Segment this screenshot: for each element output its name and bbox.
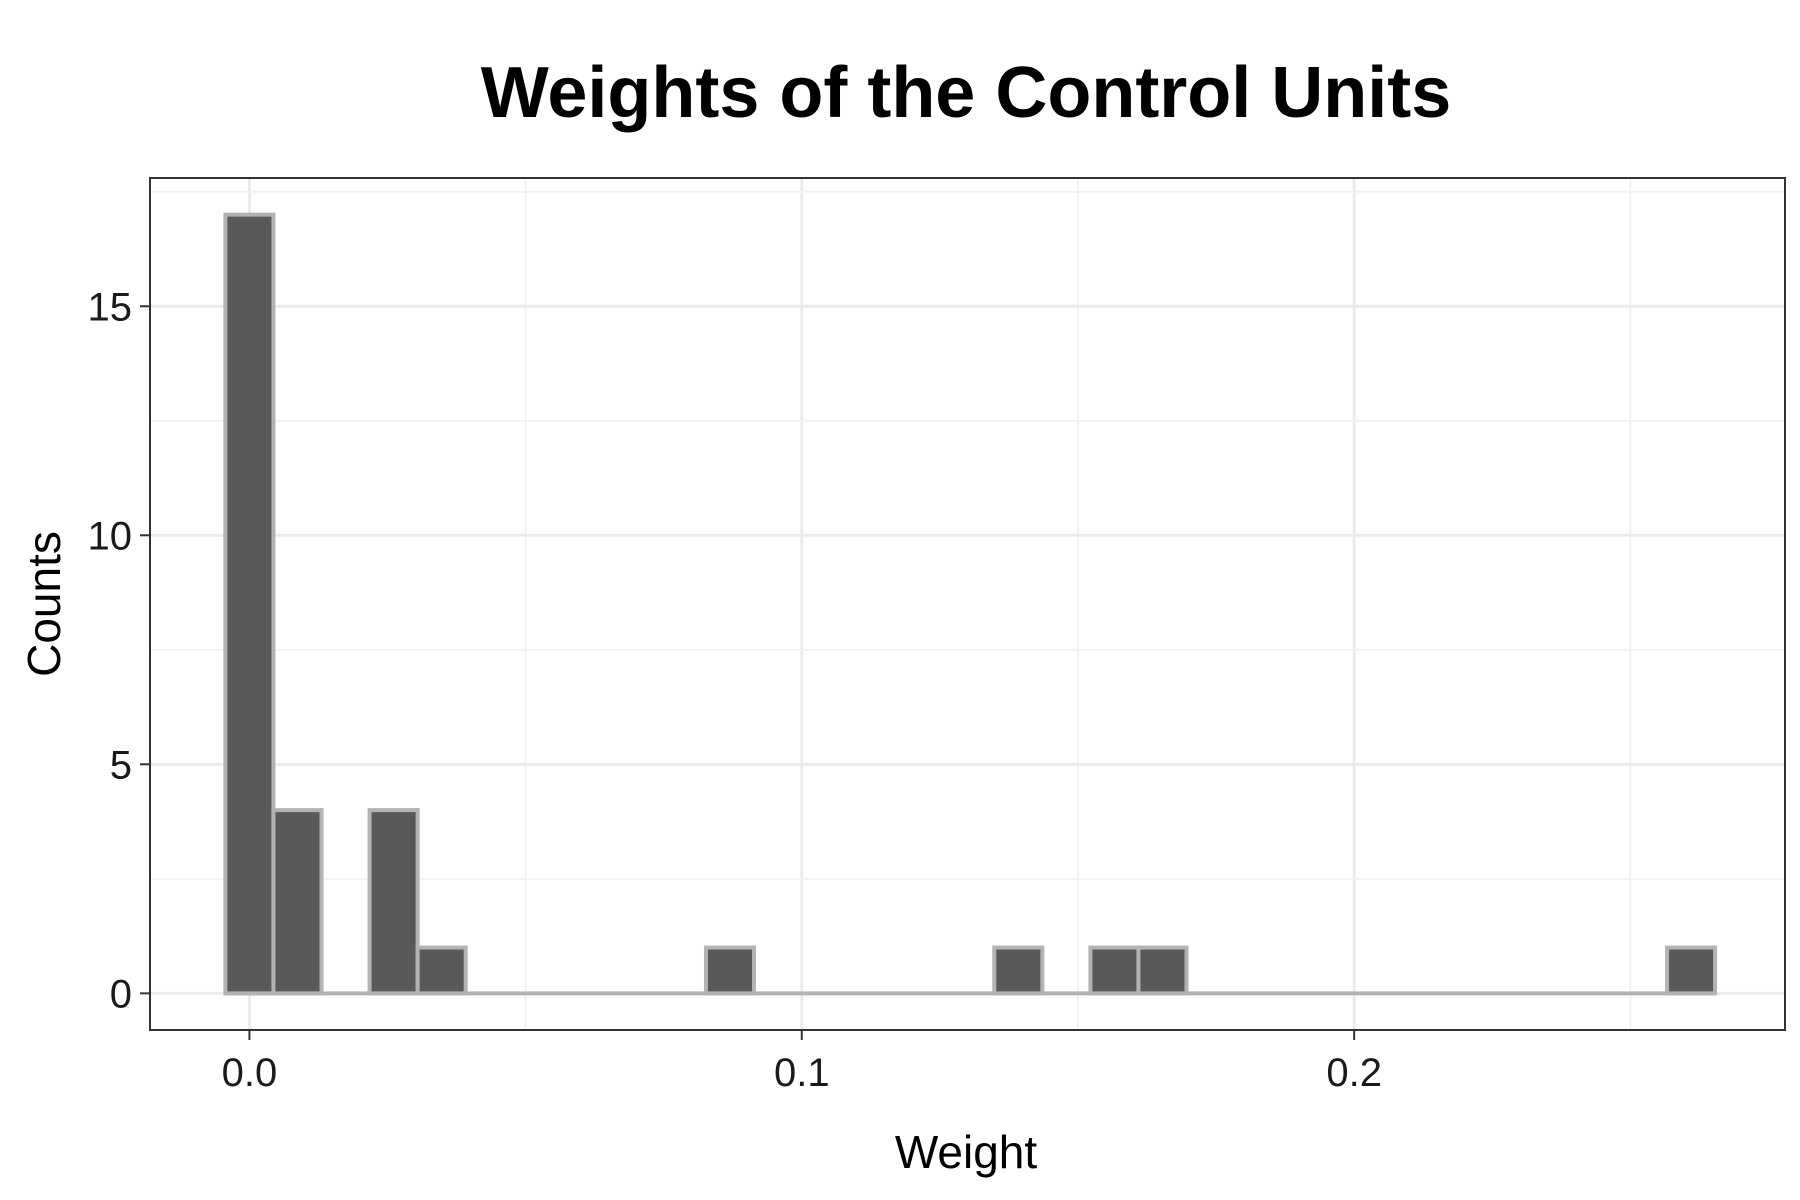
histogram-bars [223, 212, 1718, 996]
chart-title: Weights of the Control Units [481, 53, 1452, 133]
y-tick-label: 5 [110, 743, 132, 787]
histogram-bar [367, 808, 420, 996]
y-tick-label: 15 [88, 285, 133, 329]
histogram-bar [1088, 945, 1141, 996]
histogram-bar [415, 945, 468, 996]
x-tick-label: 0.1 [774, 1051, 830, 1095]
histogram-bar [1136, 945, 1189, 996]
histogram-bar [1665, 945, 1718, 996]
plot-panel-border [149, 177, 1786, 1031]
histogram-bar [703, 945, 757, 996]
y-axis-title: Counts [18, 531, 70, 677]
y-tick-label: 10 [88, 514, 133, 558]
grid-lines [150, 178, 1785, 1030]
axes: 0.0 0.1 0.2 0 5 10 15 [88, 285, 1382, 1095]
x-axis-title: Weight [895, 1126, 1038, 1178]
x-tick-label: 0.0 [222, 1051, 278, 1095]
x-tick-label: 0.2 [1326, 1051, 1382, 1095]
histogram-bar [223, 212, 276, 996]
histogram-bar [271, 808, 324, 996]
y-tick-label: 0 [110, 972, 132, 1016]
histogram-bar [992, 945, 1045, 996]
